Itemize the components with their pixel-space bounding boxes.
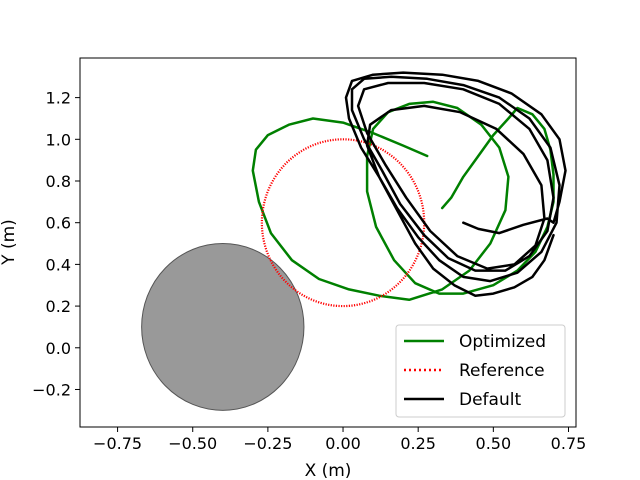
- x-axis-label: X (m): [305, 461, 352, 480]
- y-tick-label: 0.4: [46, 255, 71, 274]
- legend-label-default: Default: [459, 390, 521, 410]
- plot-area: [141, 71, 567, 411]
- x-tick-label: −0.50: [168, 434, 217, 453]
- x-tick-label: −0.25: [243, 434, 292, 453]
- plot-frame: [79, 57, 577, 428]
- legend-label-reference: Reference: [459, 361, 545, 381]
- legend-label-optimized: Optimized: [459, 332, 546, 352]
- y-tick-label: −0.2: [32, 380, 71, 399]
- legend: Optimized Reference Default: [395, 324, 566, 418]
- y-tick-label: 1.0: [46, 130, 71, 149]
- y-tick-label: 0.2: [46, 297, 71, 316]
- x-tick-label: 0.50: [476, 434, 512, 453]
- y-tick-label: 0.0: [46, 339, 71, 358]
- x-axis: −0.75 −0.50 −0.25 0.00 0.25 0.50 0.75: [93, 427, 586, 453]
- y-tick-label: 0.6: [46, 214, 71, 233]
- y-tick-label: 1.2: [46, 89, 71, 108]
- x-tick-label: −0.75: [93, 434, 142, 453]
- x-tick-label: 0.75: [551, 434, 587, 453]
- x-tick-label: 0.00: [325, 434, 361, 453]
- legend-box: [395, 324, 566, 418]
- y-axis-label: Y (m): [0, 219, 19, 266]
- y-tick-label: 0.8: [46, 172, 71, 191]
- y-axis: −0.2 0.0 0.2 0.4 0.6 0.8 1.0 1.2: [32, 89, 80, 399]
- series-line-optimized: [251, 100, 555, 302]
- x-tick-label: 0.25: [400, 434, 436, 453]
- series-line-default: [344, 71, 567, 297]
- series-layer: [251, 71, 567, 308]
- obstacle-ellipse: [141, 243, 305, 411]
